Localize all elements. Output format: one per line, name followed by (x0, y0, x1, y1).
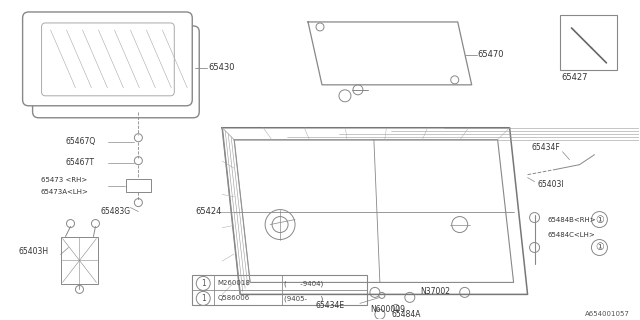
Bar (559, 15, 618, 70)
Circle shape (452, 217, 468, 233)
Text: 65473 <RH>: 65473 <RH> (40, 177, 87, 183)
Circle shape (196, 292, 210, 305)
Text: M260018: M260018 (217, 280, 250, 286)
Circle shape (265, 210, 295, 239)
Circle shape (272, 217, 288, 233)
Circle shape (591, 239, 607, 255)
Text: (9405-      ): (9405- ) (284, 295, 323, 302)
Circle shape (134, 199, 142, 207)
Text: 65484A: 65484A (392, 310, 421, 319)
Circle shape (134, 157, 142, 165)
Text: 65483G: 65483G (100, 207, 131, 216)
Circle shape (196, 276, 210, 291)
Circle shape (393, 304, 399, 310)
Circle shape (460, 287, 470, 297)
Text: 65424: 65424 (195, 207, 221, 216)
Circle shape (316, 23, 324, 31)
Text: 1: 1 (201, 294, 205, 303)
Bar (126, 179, 151, 192)
Circle shape (76, 285, 83, 293)
Circle shape (92, 220, 99, 228)
Circle shape (67, 220, 74, 228)
Text: 65467Q: 65467Q (65, 137, 96, 146)
Text: 65403H: 65403H (19, 247, 49, 256)
Circle shape (405, 292, 415, 302)
Text: 65427: 65427 (561, 73, 588, 82)
Text: N600009: N600009 (370, 305, 405, 314)
Text: 65470: 65470 (477, 50, 504, 60)
FancyBboxPatch shape (22, 12, 192, 106)
Circle shape (375, 309, 385, 319)
Text: ①: ① (595, 243, 604, 252)
Text: Q586006: Q586006 (217, 295, 250, 301)
Text: ①: ① (595, 214, 604, 225)
Circle shape (529, 212, 540, 222)
Text: 65467T: 65467T (65, 158, 95, 167)
Bar (61, 236, 99, 284)
FancyBboxPatch shape (33, 26, 199, 118)
Circle shape (451, 76, 459, 84)
Circle shape (134, 134, 142, 142)
Text: 65434F: 65434F (532, 143, 560, 152)
Text: 65484B<RH>: 65484B<RH> (548, 217, 596, 222)
Bar (192, 276, 367, 305)
Circle shape (591, 212, 607, 228)
Circle shape (529, 243, 540, 252)
Circle shape (370, 287, 380, 297)
Text: 65430: 65430 (208, 63, 235, 72)
Text: 65434E: 65434E (315, 301, 344, 310)
Text: A654001057: A654001057 (584, 311, 629, 317)
Text: N37002: N37002 (420, 287, 450, 296)
Text: 65403I: 65403I (538, 180, 564, 189)
Text: 65484C<LH>: 65484C<LH> (548, 232, 595, 237)
Text: 65473A<LH>: 65473A<LH> (40, 188, 88, 195)
Circle shape (339, 90, 351, 102)
Text: (      -9404): ( -9404) (284, 280, 323, 287)
Circle shape (379, 292, 385, 298)
FancyBboxPatch shape (42, 23, 174, 96)
Text: 1: 1 (201, 279, 205, 288)
Circle shape (353, 85, 363, 95)
